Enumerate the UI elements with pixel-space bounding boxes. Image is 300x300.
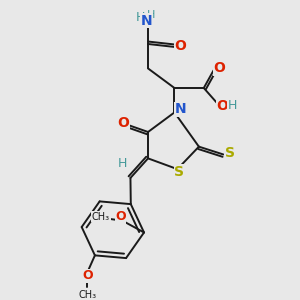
Text: O: O bbox=[214, 61, 225, 75]
Text: N: N bbox=[175, 103, 186, 116]
Text: H: H bbox=[147, 10, 155, 20]
Text: S: S bbox=[174, 165, 184, 179]
Text: S: S bbox=[225, 146, 235, 161]
Text: CH₃: CH₃ bbox=[78, 290, 96, 300]
Text: O: O bbox=[174, 39, 186, 53]
Text: O: O bbox=[115, 210, 126, 223]
Text: O: O bbox=[118, 116, 130, 130]
Text: O: O bbox=[216, 99, 228, 112]
Text: H: H bbox=[136, 11, 145, 24]
Text: CH₃: CH₃ bbox=[92, 212, 110, 222]
Text: O: O bbox=[83, 269, 93, 282]
Text: H: H bbox=[227, 99, 237, 112]
Text: H: H bbox=[118, 157, 127, 170]
Text: N: N bbox=[140, 14, 152, 28]
